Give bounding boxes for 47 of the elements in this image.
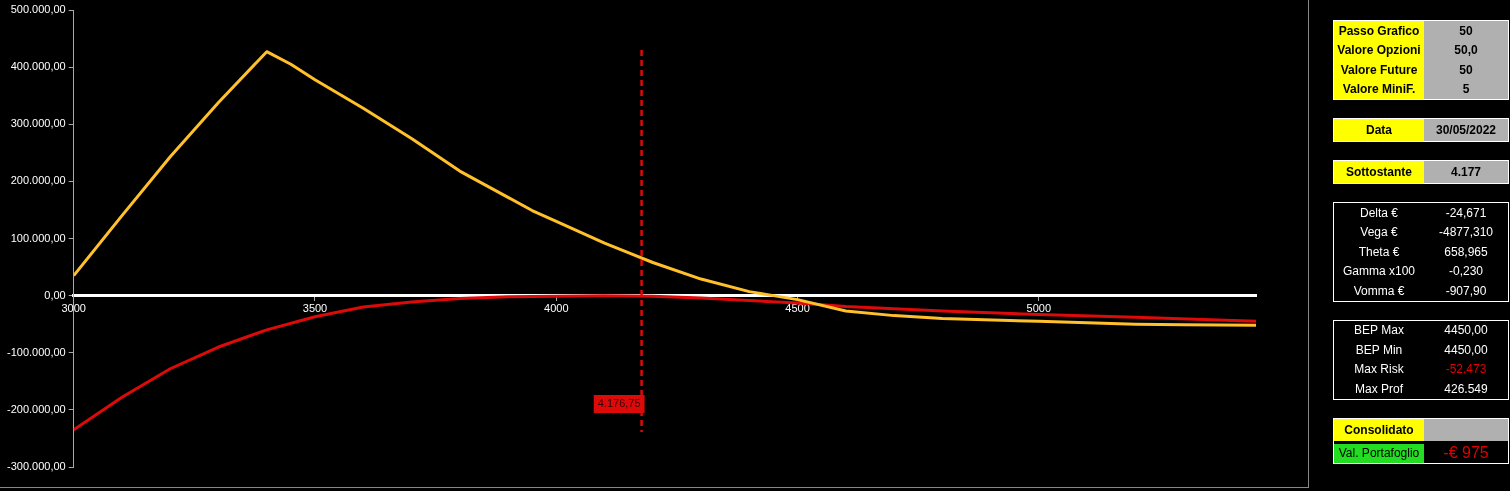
- text: Max Risk: [1353, 362, 1405, 377]
- text: Delta €: [1359, 205, 1399, 220]
- text: Passo Grafico: [1334, 21, 1424, 41]
- x-tick-label: 4000: [544, 302, 569, 315]
- text: Gamma x100: [1342, 264, 1416, 279]
- y-tick-label: -200.000,00: [7, 402, 66, 415]
- text: Consolidato: [1334, 418, 1424, 441]
- text: 50: [1424, 60, 1508, 80]
- x-tick-label: 5000: [1026, 302, 1052, 315]
- text: -4877,310: [1437, 225, 1494, 240]
- text: -907,90: [1444, 283, 1488, 298]
- ref-line-label: 4.176,75: [597, 397, 641, 410]
- text: Valore MiniF.: [1334, 79, 1424, 99]
- text: 4.177: [1424, 161, 1508, 183]
- text: Theta €: [1357, 244, 1401, 259]
- text: BEP Max: [1353, 323, 1405, 338]
- y-tick-label: -100.000,00: [7, 345, 66, 358]
- text: 50: [1424, 21, 1508, 41]
- y-tick-label: 100.000,00: [10, 231, 66, 244]
- text: -€ 975: [1424, 444, 1508, 463]
- text: 4450,00: [1443, 323, 1489, 338]
- text: Valore Opzioni: [1334, 40, 1424, 60]
- text: 50,0: [1424, 40, 1508, 60]
- text: -24,671: [1444, 205, 1488, 220]
- x-tick-label: 4500: [785, 302, 810, 315]
- text: Val. Portafoglio: [1334, 443, 1424, 463]
- y-tick-label: 400.000,00: [10, 60, 66, 73]
- text: 426.549: [1443, 381, 1489, 396]
- text: -0,230: [1448, 264, 1484, 279]
- text: 30/05/2022: [1424, 119, 1508, 141]
- text: -52.473: [1444, 362, 1488, 377]
- text: Vega €: [1359, 225, 1399, 240]
- text: 658,965: [1443, 244, 1489, 259]
- text: 5: [1424, 79, 1508, 99]
- text: Vomma €: [1352, 283, 1406, 298]
- x-tick-label: 3500: [302, 302, 328, 315]
- text: Sottostante: [1334, 161, 1424, 183]
- y-tick-label: -300.000,00: [7, 460, 66, 473]
- text: Max Prof: [1354, 381, 1404, 396]
- y-tick-label: 300.000,00: [10, 117, 66, 130]
- text: Data: [1334, 119, 1424, 141]
- text: BEP Min: [1354, 342, 1404, 357]
- y-tick-label: 200.000,00: [10, 174, 66, 187]
- y-tick-label: 500.000,00: [10, 3, 66, 16]
- text: 4450,00: [1443, 342, 1489, 357]
- text: Valore Future: [1334, 60, 1424, 80]
- y-tick-label: 0,00: [44, 288, 66, 301]
